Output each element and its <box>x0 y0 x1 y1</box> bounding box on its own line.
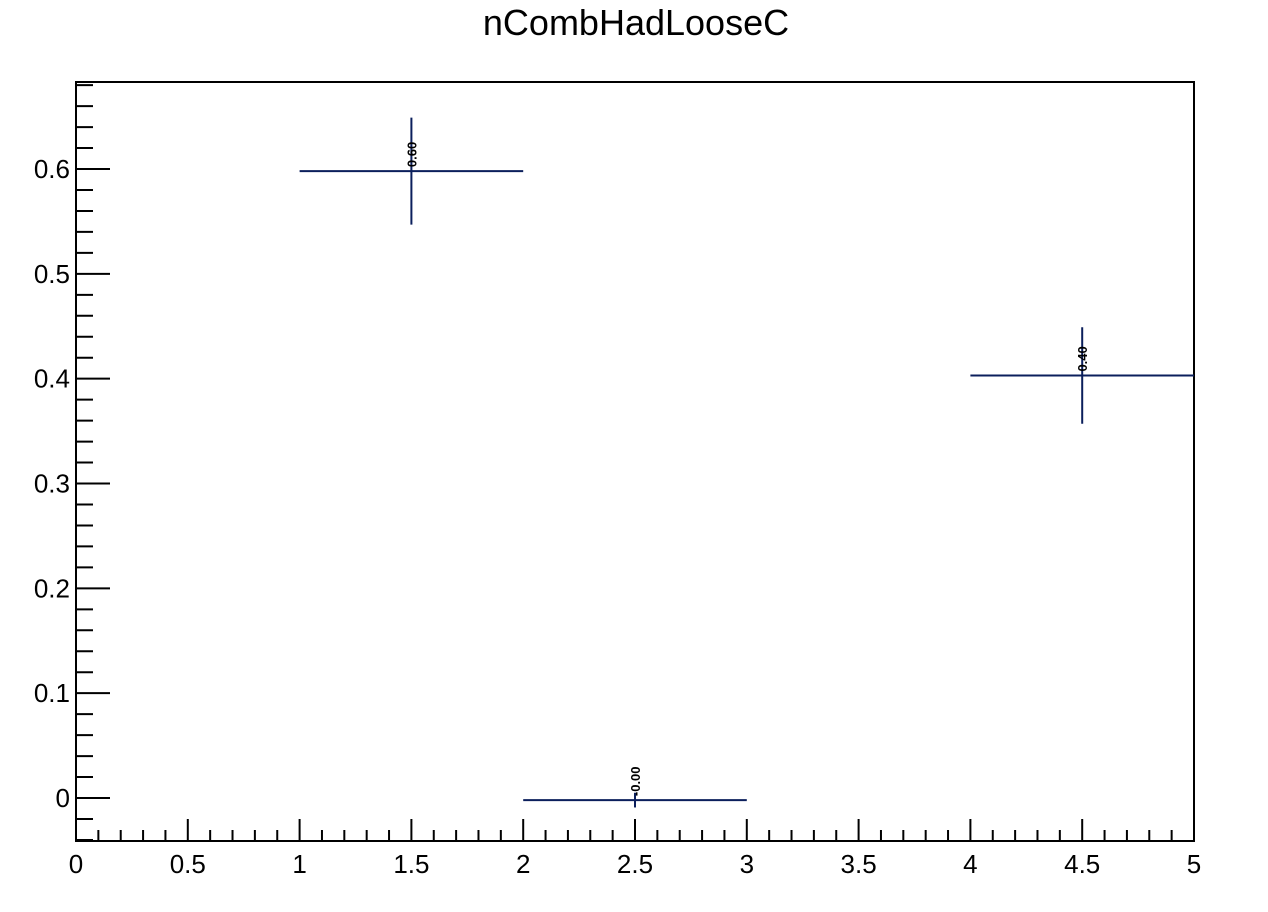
y-tick-label: 0.1 <box>34 678 70 708</box>
plot-frame <box>75 81 1195 842</box>
x-tick-label: 2.5 <box>617 849 653 879</box>
x-tick-label: 0 <box>69 849 83 879</box>
x-tick-label: 1.5 <box>393 849 429 879</box>
y-tick-label: 0.3 <box>34 469 70 499</box>
x-tick-label: 4 <box>963 849 977 879</box>
x-tick-label: 5 <box>1187 849 1201 879</box>
x-tick-label: 2 <box>516 849 530 879</box>
y-tick-label: 0.2 <box>34 573 70 603</box>
x-tick-label: 4.5 <box>1064 849 1100 879</box>
x-tick-label: 3.5 <box>841 849 877 879</box>
y-tick-label: 0.5 <box>34 259 70 289</box>
data-label: 0.40 <box>1075 346 1090 371</box>
y-tick-label: 0.4 <box>34 364 70 394</box>
chart-title: nCombHadLooseC <box>483 2 789 43</box>
y-tick-label: 0.6 <box>34 154 70 184</box>
data-label: -0.00 <box>628 766 643 796</box>
data-label: 0.60 <box>404 142 419 167</box>
x-tick-label: 0.5 <box>170 849 206 879</box>
x-tick-label: 3 <box>740 849 754 879</box>
y-tick-label: 0 <box>56 783 70 813</box>
x-tick-label: 1 <box>292 849 306 879</box>
